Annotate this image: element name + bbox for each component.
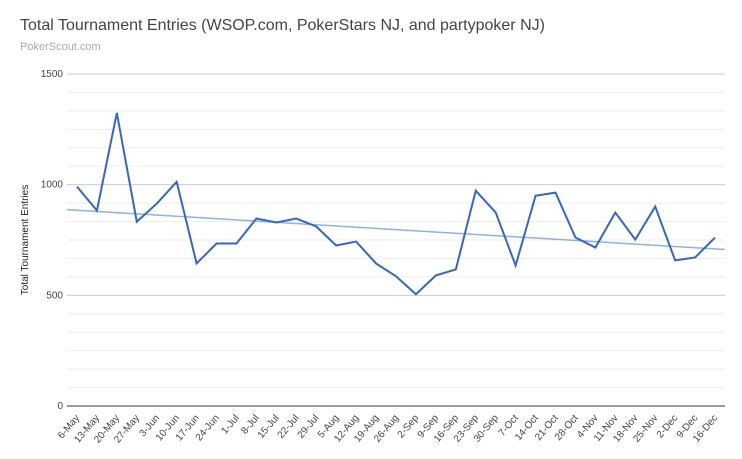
y-axis-title: Total Tournament Entries [20,185,31,295]
x-tick-label: 29-Jul [296,413,322,441]
x-tick-label: 1-Jul [219,413,241,437]
y-tick-label: 500 [46,290,63,301]
series-line [76,112,716,296]
y-tick-label: 1000 [41,180,64,191]
y-tick-label: 0 [57,401,63,412]
y-tick-label: 1500 [41,69,64,80]
x-tick-label: 2-Dec [655,413,681,441]
chart-subtitle: PokerScout.com [20,41,101,53]
trendline [66,208,726,251]
chart-title: Total Tournament Entries (WSOP.com, Poke… [20,17,545,34]
